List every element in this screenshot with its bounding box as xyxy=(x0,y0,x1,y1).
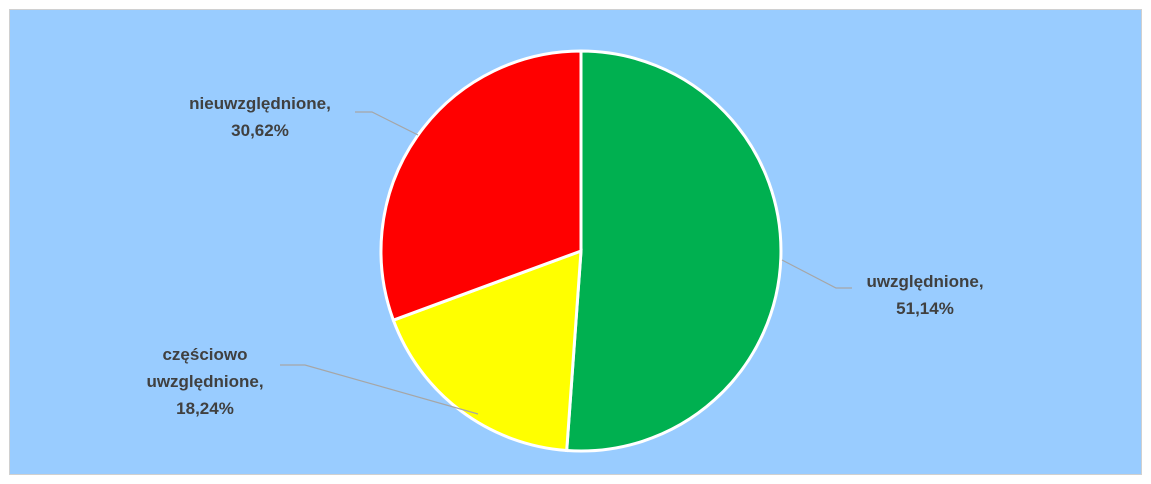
data-label-nieuwzglednione: nieuwzględnione, 30,62% xyxy=(189,94,331,140)
leader-line xyxy=(781,259,852,289)
data-label-uwzglednione: uwzględnione, 51,14% xyxy=(866,272,984,318)
pie-slice-nieuwzglednione xyxy=(379,49,583,323)
leader-line xyxy=(280,364,479,415)
data-label-czesciowo-uwzglednione: częściowo uwzględnione, 18,24% xyxy=(146,345,264,418)
leader-line xyxy=(355,111,419,136)
pie-slice-czesciowo-uwzglednione xyxy=(391,248,583,453)
pie-slice-uwzglednione xyxy=(565,49,783,453)
